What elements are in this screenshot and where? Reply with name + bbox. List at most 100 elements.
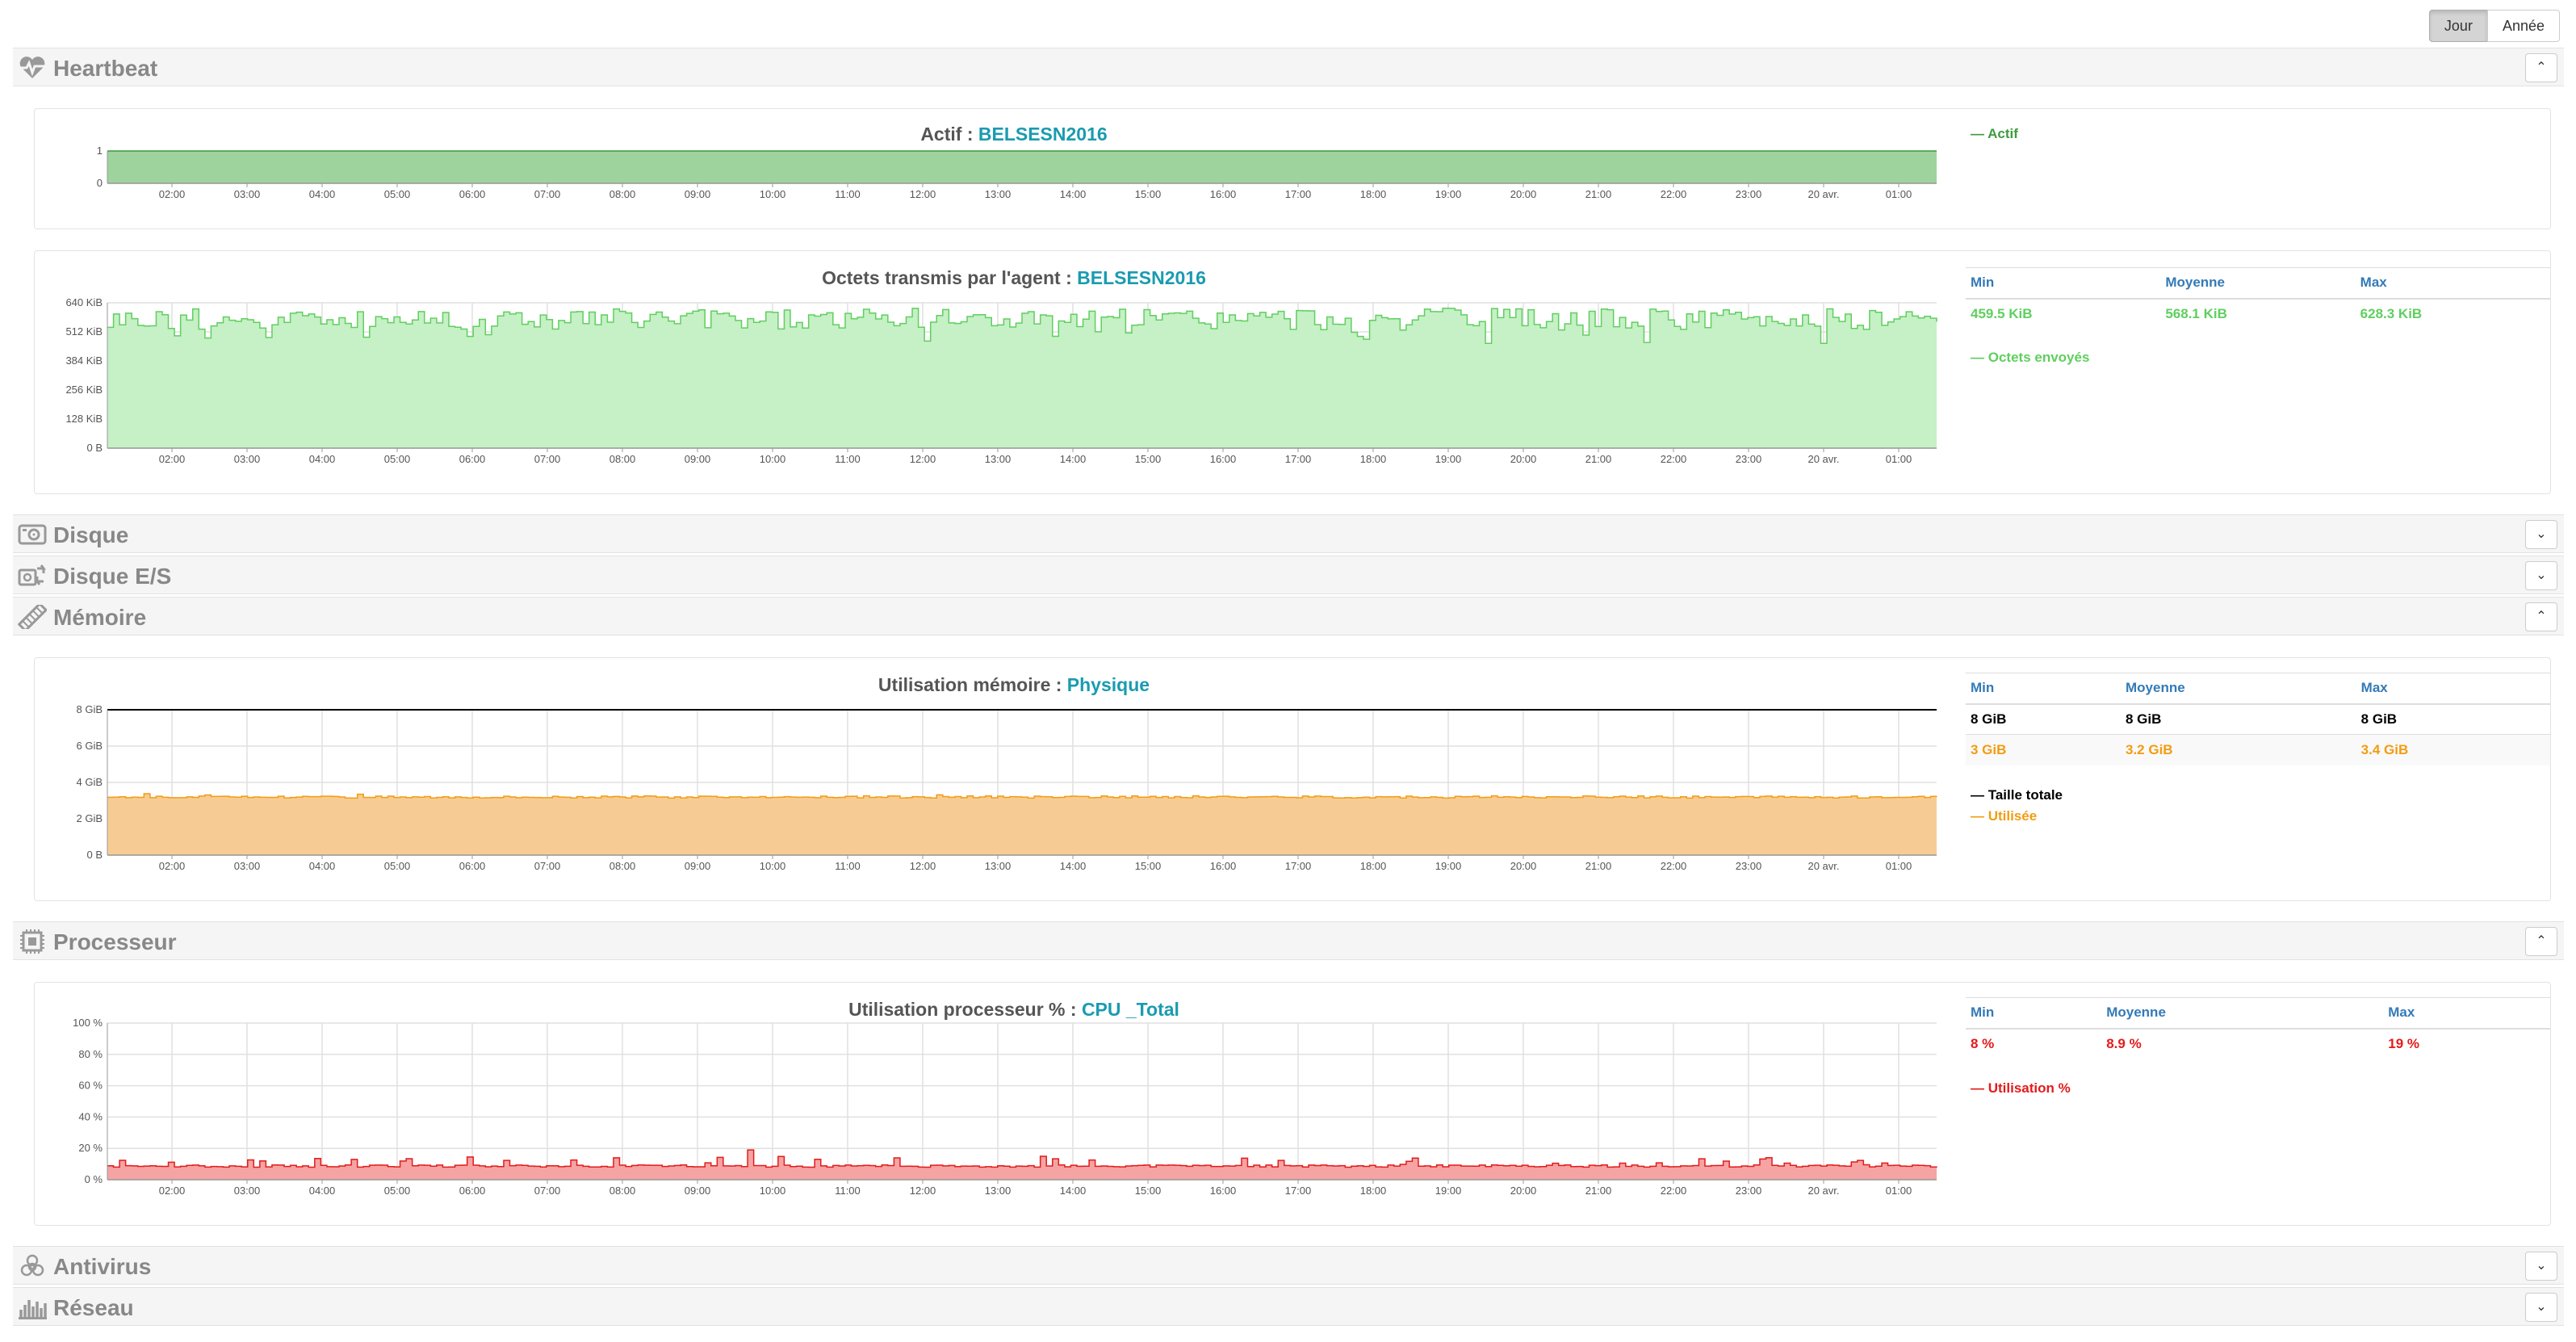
x-tick-label: 23:00 <box>1736 188 1762 200</box>
stats-max: 8 GiB <box>2356 703 2550 735</box>
x-tick-label: 12:00 <box>910 860 936 872</box>
x-tick-label: 15:00 <box>1135 188 1162 200</box>
year-button[interactable]: Année <box>2486 10 2560 42</box>
expand-button[interactable]: ⌄ <box>2525 1293 2557 1322</box>
x-tick-label: 21:00 <box>1585 860 1612 872</box>
x-tick-label: 20:00 <box>1510 1185 1537 1197</box>
chart-title: Utilisation processeur % : CPU _Total <box>91 999 1937 1021</box>
day-button[interactable]: Jour <box>2428 10 2488 42</box>
stats-avg: 8.9 % <box>2101 1028 2384 1059</box>
stats-table: Min Moyenne Max 459.5 KiB 568.1 KiB 628.3 Ki… <box>1966 267 2550 329</box>
stats-avg: 568.1 KiB <box>2160 298 2356 329</box>
memoire-chart: 0 B 2 GiB 4 GiB 6 GiB 8 GiB 02:00 03:00 04:00 05… <box>76 703 1937 872</box>
legend-label: Utilisée <box>1987 808 2038 824</box>
x-tick-label: 22:00 <box>1661 1185 1687 1197</box>
y-tick-label: 6 GiB <box>76 740 103 752</box>
period-switch: Jour Année <box>2428 10 2560 42</box>
legend-item[interactable]: — Utilisation % <box>1971 1080 2071 1096</box>
memory-icon <box>18 605 47 629</box>
y-tick-label: 60 % <box>78 1080 103 1092</box>
legend-item[interactable]: — Utilisée <box>1971 808 2038 824</box>
x-tick-label: 07:00 <box>534 1185 561 1197</box>
x-tick-label: 13:00 <box>985 860 1012 872</box>
stats-header-min: Min <box>1966 997 2102 1030</box>
x-tick-label: 19:00 <box>1435 1185 1462 1197</box>
section-title: Antivirus <box>53 1254 152 1279</box>
chart-panel-cpu: Utilisation processeur % : CPU _Total 0 … <box>34 982 2551 1226</box>
collapse-button[interactable]: ⌃ <box>2525 53 2557 82</box>
series-area <box>107 794 1937 855</box>
section-title: Disque E/S <box>53 564 172 589</box>
x-tick-label: 08:00 <box>609 188 636 200</box>
section-memoire[interactable]: Mémoire ⌃ <box>13 597 2564 635</box>
stats-table: Min Moyenne Max 8 % 8.9 % 19 % <box>1966 997 2550 1059</box>
x-tick-label: 09:00 <box>685 1185 711 1197</box>
x-tick-label: 08:00 <box>609 453 636 465</box>
chart-title-prefix: Actif : <box>920 124 978 145</box>
stats-min: 3 GiB <box>1966 734 2121 765</box>
stats-header-avg: Moyenne <box>2121 673 2356 705</box>
y-tick-label: 0 B <box>86 849 103 861</box>
x-tick-label: 06:00 <box>459 188 486 200</box>
x-tick-label: 03:00 <box>234 188 261 200</box>
section-heartbeat[interactable]: Heartbeat ⌃ <box>13 48 2564 86</box>
section-title: Heartbeat <box>53 56 158 81</box>
y-tick-label: 2 GiB <box>76 812 103 824</box>
y-tick-label: 0 <box>97 177 103 189</box>
section-disque-es[interactable]: Disque E/S ⌄ <box>13 556 2564 594</box>
collapse-button[interactable]: ⌃ <box>2525 927 2557 956</box>
octets-chart: 0 B 128 KiB 256 KiB 384 KiB 512 KiB 640 KiB 02… <box>65 296 1937 465</box>
x-tick-label: 20 avr. <box>1807 860 1839 872</box>
x-tick-label: 12:00 <box>910 1185 936 1197</box>
x-tick-label: 15:00 <box>1135 1185 1162 1197</box>
x-tick-label: 06:00 <box>459 860 486 872</box>
expand-button[interactable]: ⌄ <box>2525 1252 2557 1281</box>
hdd-icon <box>18 524 47 545</box>
chart-title-value: CPU _Total <box>1081 999 1179 1020</box>
x-tick-label: 18:00 <box>1360 860 1387 872</box>
x-tick-label: 15:00 <box>1135 860 1162 872</box>
legend-item[interactable]: — Octets envoyés <box>1971 350 2090 365</box>
y-tick-label: 256 KiB <box>65 384 103 396</box>
stats-header-max: Max <box>2383 997 2550 1030</box>
x-tick-label: 07:00 <box>534 188 561 200</box>
legend-item[interactable]: — Taille totale <box>1971 787 2063 803</box>
y-tick-label: 80 % <box>78 1048 103 1060</box>
expand-button[interactable]: ⌄ <box>2525 520 2557 549</box>
series-area <box>107 151 1937 183</box>
chart-title-value: BELSESN2016 <box>978 124 1108 145</box>
x-tick-label: 05:00 <box>384 453 411 465</box>
biohazard-icon <box>20 1254 44 1277</box>
legend-item[interactable]: — Actif <box>1971 126 2018 141</box>
collapse-button[interactable]: ⌃ <box>2525 602 2557 631</box>
x-tick-label: 22:00 <box>1661 860 1687 872</box>
y-tick-label: 8 GiB <box>76 703 103 715</box>
x-tick-label: 16:00 <box>1210 1185 1237 1197</box>
y-tick-label: 40 % <box>78 1110 103 1122</box>
section-antivirus[interactable]: Antivirus ⌄ <box>13 1246 2564 1285</box>
x-tick-label: 12:00 <box>910 453 936 465</box>
chart-panel-memoire: Utilisation mémoire : Physique 0 B 2 GiB 4… <box>34 657 2551 901</box>
x-tick-label: 23:00 <box>1736 1185 1762 1197</box>
x-tick-label: 02:00 <box>159 453 186 465</box>
y-tick-label: 20 % <box>78 1142 103 1154</box>
section-disque[interactable]: Disque ⌄ <box>13 514 2564 553</box>
chart-legend: — Taille totale — Utilisée <box>1971 785 2063 827</box>
legend-label: Utilisation % <box>1987 1080 2071 1096</box>
expand-button[interactable]: ⌄ <box>2525 561 2557 590</box>
y-tick-label: 0 B <box>86 442 103 454</box>
series-area <box>107 308 1937 448</box>
x-tick-label: 14:00 <box>1060 188 1087 200</box>
x-tick-label: 20 avr. <box>1807 1185 1839 1197</box>
x-tick-label: 21:00 <box>1585 453 1612 465</box>
chart-panel-actif: Actif : BELSESN2016 0 1 02:00 03:00 04:00 05:… <box>34 108 2551 229</box>
x-tick-label: 02:00 <box>159 1185 186 1197</box>
x-tick-label: 14:00 <box>1060 453 1087 465</box>
section-processeur[interactable]: Processeur ⌃ <box>13 921 2564 960</box>
section-reseau[interactable]: Réseau ⌄ <box>13 1287 2564 1326</box>
x-tick-label: 03:00 <box>234 453 261 465</box>
chart-title: Actif : BELSESN2016 <box>91 124 1937 145</box>
x-tick-label: 04:00 <box>309 188 336 200</box>
x-tick-label: 06:00 <box>459 1185 486 1197</box>
x-tick-label: 14:00 <box>1060 1185 1087 1197</box>
